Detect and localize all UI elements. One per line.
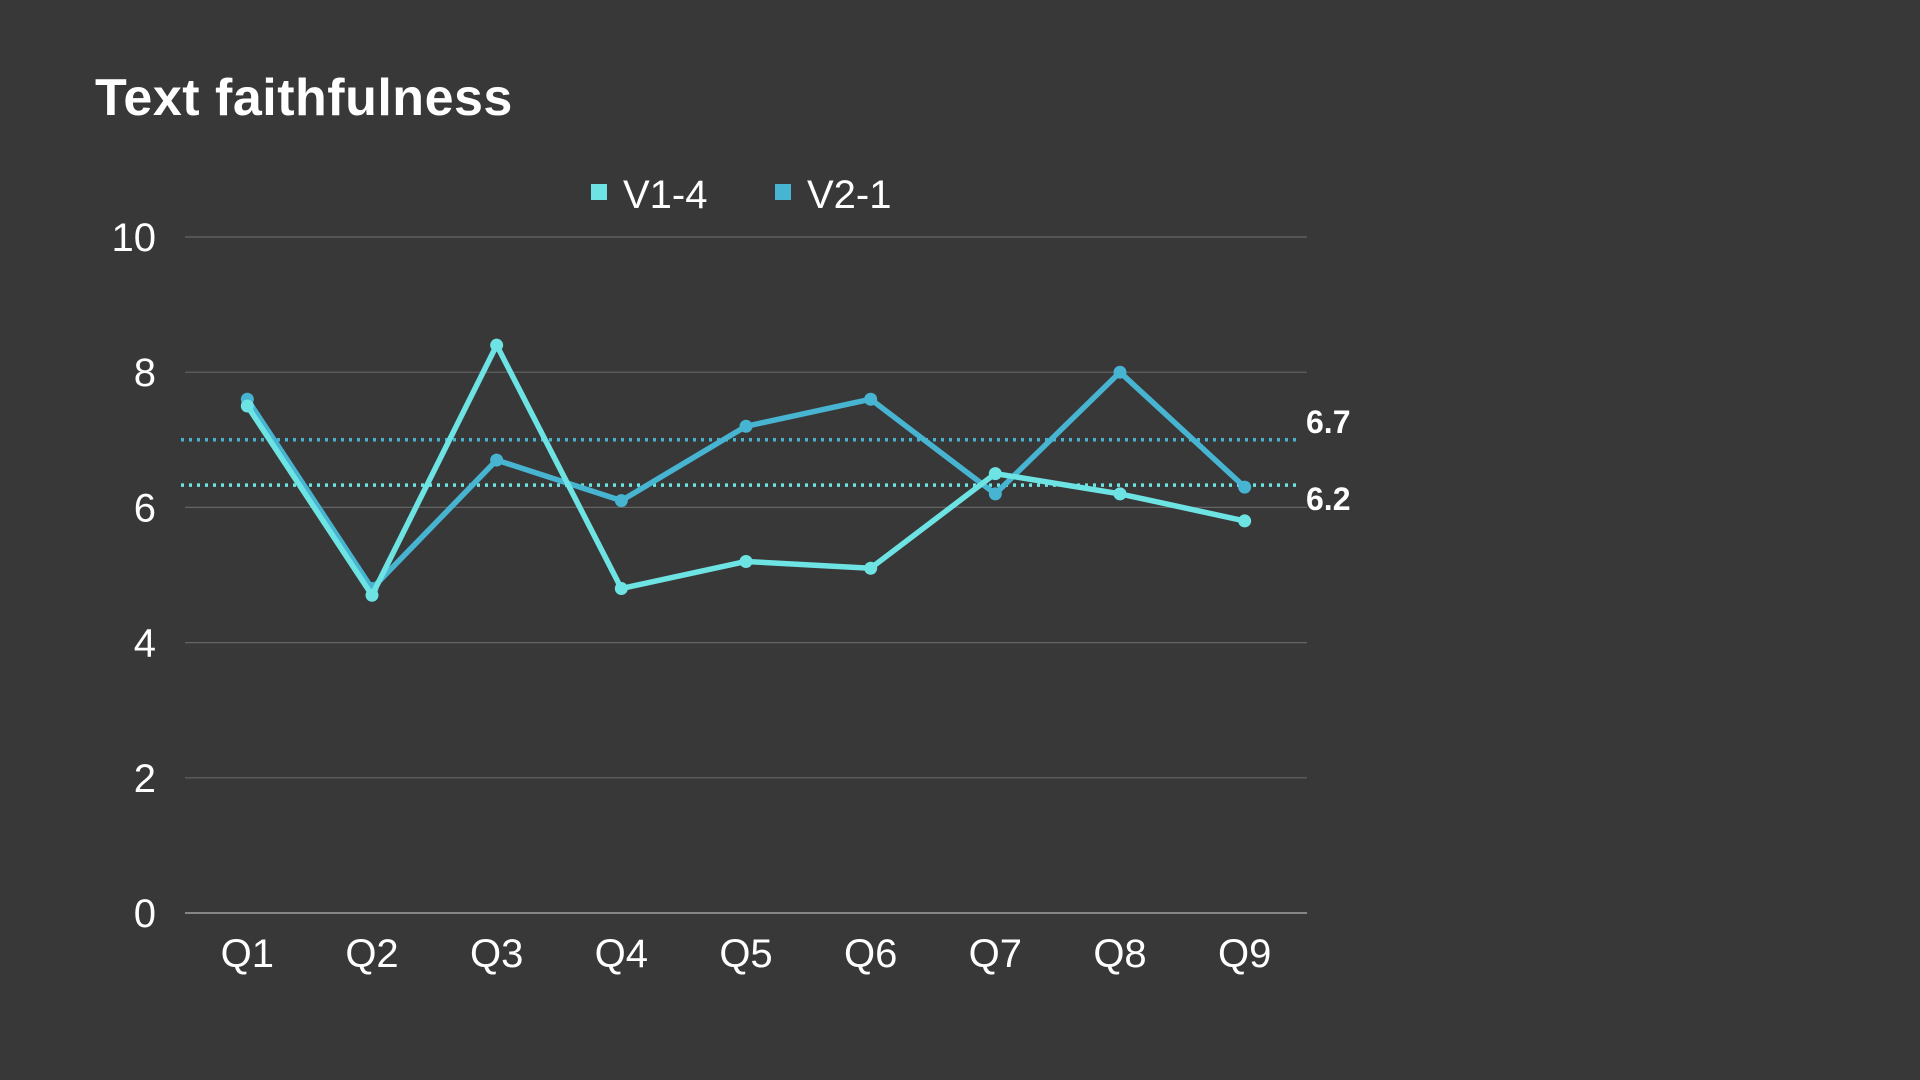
- legend-label: V1-4: [623, 173, 708, 217]
- data-point: [614, 582, 628, 596]
- x-tick-label: Q1: [221, 932, 274, 976]
- y-tick-label: 2: [134, 757, 156, 801]
- x-tick-label: Q4: [595, 932, 648, 976]
- data-point: [988, 487, 1002, 501]
- data-point: [739, 419, 753, 433]
- data-point: [614, 494, 628, 508]
- x-tick-label: Q5: [719, 932, 772, 976]
- data-point: [1113, 365, 1127, 379]
- x-tick-label: Q9: [1218, 932, 1271, 976]
- y-tick-label: 4: [134, 622, 156, 666]
- chart-title: Text faithfulness: [95, 69, 513, 127]
- y-tick-label: 8: [134, 351, 156, 395]
- legend-swatch: [591, 184, 607, 200]
- x-tick-label: Q6: [844, 932, 897, 976]
- y-tick-label: 10: [112, 216, 157, 260]
- x-tick-label: Q2: [345, 932, 398, 976]
- data-point: [240, 399, 254, 413]
- data-point: [490, 453, 504, 467]
- x-tick-label: Q3: [470, 932, 523, 976]
- reference-line-label: 6.7: [1306, 404, 1350, 440]
- y-tick-label: 0: [134, 892, 156, 936]
- legend-swatch: [775, 184, 791, 200]
- legend-label: V2-1: [807, 173, 892, 217]
- reference-line-label: 6.2: [1306, 481, 1350, 517]
- data-point: [864, 392, 878, 406]
- y-tick-label: 6: [134, 486, 156, 530]
- data-point: [988, 467, 1002, 481]
- data-point: [1238, 480, 1252, 494]
- data-point: [365, 588, 379, 602]
- data-point: [490, 338, 504, 352]
- x-tick-label: Q8: [1093, 932, 1146, 976]
- data-point: [1238, 514, 1252, 528]
- data-point: [864, 561, 878, 575]
- data-point: [1113, 487, 1127, 501]
- x-tick-label: Q7: [969, 932, 1022, 976]
- data-point: [739, 554, 753, 568]
